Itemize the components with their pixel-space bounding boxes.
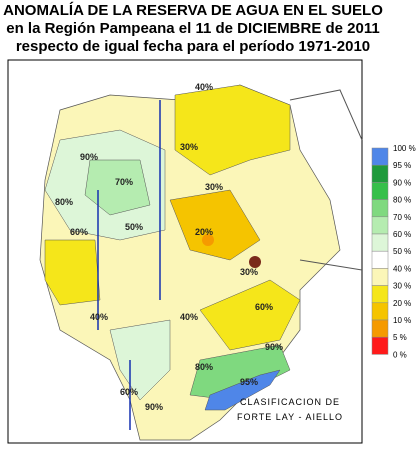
legend-swatch [371,250,389,269]
zone [169,189,261,261]
contour-label: 60% [70,227,88,237]
contour-label: 90% [265,342,283,352]
legend-swatch [371,285,389,304]
contour-label: 40% [90,312,108,322]
contour-label: 30% [205,182,223,192]
legend-label: 5 % [393,333,407,342]
contour-label: 80% [195,362,213,372]
legend-swatch [371,182,389,200]
contour-label: 80% [55,197,73,207]
zone [199,279,301,351]
legend-label: 20 % [393,299,411,308]
legend-swatch [371,164,389,183]
map: 90% 80% 70% 60% 50% 40% 30% 40% 30% 20% … [7,59,363,444]
contour-label: 60% [120,387,138,397]
legend-label: 90 % [393,178,411,187]
zone [174,84,291,176]
legend-label: 0 % [393,350,407,359]
contour-label: 30% [180,142,198,152]
contour-label: 30% [240,267,258,277]
legend-label: 80 % [393,196,411,205]
contour-label: 50% [125,222,143,232]
legend-swatch [371,147,389,166]
contour-label: 40% [195,82,213,92]
legend-swatch [371,302,389,321]
title-line: ANOMALÍA DE LA RESERVA DE AGUA EN EL SUE… [3,2,383,19]
zone [84,159,151,216]
credit: FORTE LAY - AIELLO [237,412,343,422]
zone [204,369,281,411]
legend-swatch [371,233,389,252]
contour-label: 90% [80,152,98,162]
zone [109,319,171,401]
legend-swatch [371,336,389,355]
legend-label: 40 % [393,264,411,273]
legend-label: 10 % [393,316,411,325]
legend-swatch [371,319,389,338]
zone [249,256,261,268]
contour-label: 95% [240,377,258,387]
legend-swatch [371,268,389,286]
legend-label: 70 % [393,213,411,222]
credit: CLASIFICACION DE [240,397,340,407]
zone [202,234,214,246]
legend-label: 95 % [393,161,411,170]
legend: 100 % 95 % 90 % 80 % 70 % 60 % 50 % 40 % 30 % 20 … [371,144,416,359]
legend-label: 30 % [393,282,411,291]
legend-label: 60 % [393,230,411,239]
contour-label: 90% [145,402,163,412]
contour-label: 40% [180,312,198,322]
boundary [97,100,161,430]
zone [44,239,101,306]
legend-swatch [371,199,389,218]
legend-label: 50 % [393,247,411,256]
contour-label: 70% [115,177,133,187]
contour-label: 20% [195,227,213,237]
legend-swatch [371,216,389,235]
title-line: en la Región Pampeana el 11 de DICIEMBRE… [6,20,379,37]
legend-label: 100 % [393,144,416,153]
border [289,89,363,271]
title-line: respecto de igual fecha para el período … [16,38,370,55]
contour-label: 60% [255,302,273,312]
